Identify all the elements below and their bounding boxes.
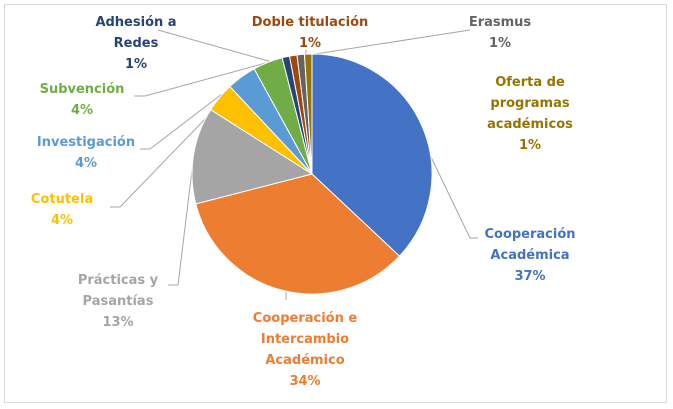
category-label: Prácticas y Pasantías (77, 273, 159, 309)
pie-slice (311, 53, 433, 257)
value-label: 4% (74, 156, 98, 171)
leader-line (157, 29, 273, 63)
category-label: Subvención (39, 82, 125, 97)
data-label: Cooperación Académica 37% (475, 224, 585, 287)
value-label: 4% (70, 103, 94, 118)
data-label: Cotutela 4% (22, 189, 102, 231)
value-label: 1% (298, 36, 322, 51)
leader-line (295, 29, 471, 58)
data-label: Adhesión a Redes 1% (86, 12, 186, 75)
data-label: Oferta de programas académicos 1% (480, 72, 580, 156)
category-label: Cooperación e Intercambio Académico (252, 311, 358, 368)
category-label: Investigación (36, 135, 136, 150)
data-label: Cooperación e Intercambio Académico 34% (240, 308, 370, 392)
value-label: 4% (50, 213, 74, 228)
data-label: Prácticas y Pasantías 13% (68, 270, 168, 333)
pie-slice (191, 109, 314, 205)
pie-slice (195, 173, 401, 295)
value-label: 13% (102, 315, 134, 330)
data-label: Doble titulación 1% (240, 12, 380, 54)
data-label: Investigación 4% (31, 132, 141, 174)
data-label: Subvención 4% (32, 79, 132, 121)
value-label: 1% (518, 138, 542, 153)
leader-line (417, 129, 478, 239)
leader-line (134, 59, 278, 97)
value-label: 34% (289, 374, 321, 389)
chart-frame (4, 4, 667, 403)
category-label: Doble titulación (251, 15, 369, 30)
category-label: Oferta de programas académicos (487, 75, 573, 132)
category-label: Adhesión a Redes (95, 15, 177, 51)
leader-lines (110, 29, 478, 300)
leader-line (110, 115, 209, 208)
value-label: 1% (488, 36, 512, 51)
category-label: Erasmus (468, 15, 532, 30)
data-label: Erasmus 1% (455, 12, 545, 54)
value-label: 37% (514, 269, 546, 284)
pie-slice (303, 53, 313, 175)
category-label: Cotutela (30, 192, 94, 207)
leader-line (140, 93, 223, 150)
category-label: Cooperación Académica (484, 227, 576, 263)
leader-line (168, 169, 193, 286)
value-label: 1% (124, 57, 148, 72)
